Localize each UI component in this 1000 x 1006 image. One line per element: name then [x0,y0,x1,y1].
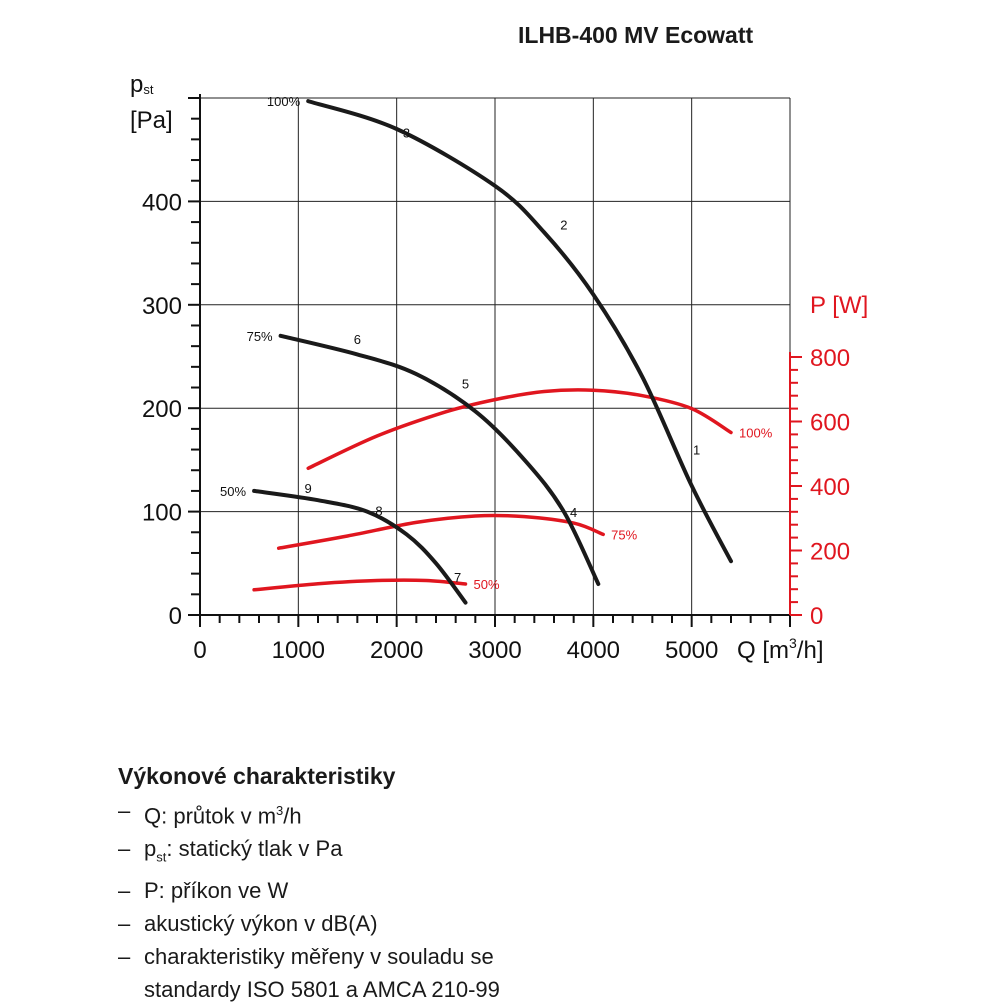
list-dash: – [118,836,131,862]
description-text: st [156,849,167,865]
x-axis: 0 1000 2000 3000 4000 5000 Q [m3/h] [193,614,823,664]
description-item: standardy ISO 5801 a AMCA 210-99 [118,973,500,1006]
left-tick-label: 0 [169,603,182,630]
operating-point-markers: 1 2 3 4 5 6 7 8 9 [305,125,701,585]
operating-point-label: 3 [403,125,410,140]
right-tick-label: 800 [810,345,850,372]
power-curve-100 [306,388,733,471]
left-tick-label: 300 [142,293,182,320]
list-dash: – [118,877,131,903]
x-tick-label: 2000 [370,637,423,664]
right-tick-label: 200 [810,539,850,566]
list-dash: – [118,798,131,823]
x-tick-label: 4000 [567,637,620,664]
grid [199,97,791,616]
description-list: – Q: průtok v m3/h – pst: statický tlak v P… [118,794,500,1006]
description-text: charakteristiky měřeny v souladu se [144,943,494,969]
description-text: akustický výkon v dB(A) [144,910,378,936]
operating-point-label: 8 [375,504,382,519]
list-dash: – [118,910,131,936]
x-axis-label: Q [m3/h] [737,635,823,664]
description-text: P: příkon ve W [144,877,289,903]
power-curve-75 [276,513,605,550]
description-item: – akustický výkon v dB(A) [118,907,500,940]
right-tick-label: 600 [810,410,850,437]
right-tick-label: 0 [810,603,823,630]
x-tick-label: 1000 [272,637,325,664]
description-block: Výkonové charakteristiky – Q: průtok v m3… [118,758,500,1006]
description-text: standardy ISO 5801 a AMCA 210-99 [144,976,500,1002]
operating-point-label: 7 [454,570,461,585]
pressure-series-group: 100% 75% 50% [220,94,733,605]
description-item: – Q: průtok v m3/h [118,794,500,832]
description-item: – charakteristiky měřeny v souladu se [118,940,500,973]
pressure-curve-50 [252,488,468,605]
description-text: : statický tlak v Pa [166,836,343,862]
description-item: – P: příkon ve W [118,874,500,907]
chart-title: ILHB-400 MV Ecowatt [518,22,754,48]
pressure-curve-100 [306,99,733,564]
x-tick-label: 3000 [468,637,521,664]
pressure-curve-label: 100% [267,94,301,109]
description-text: Q: průtok v m [144,803,277,829]
power-curve-label: 100% [739,425,773,440]
x-tick-label: 0 [193,637,206,664]
right-axis: 0 200 400 600 800 P [W] [789,292,868,630]
operating-point-label: 9 [305,481,312,496]
description-text: 3 [276,803,284,818]
right-tick-label: 400 [810,474,850,501]
power-series-group: 100% 75% 50% [252,388,773,592]
pressure-curve-label: 50% [220,484,246,499]
left-tick-label: 100 [142,500,182,527]
left-axis-unit: [Pa] [130,107,173,134]
operating-point-label: 1 [693,443,700,458]
left-axis: 0 100 200 300 400 pst [Pa] [130,71,201,630]
description-text: /h [283,803,302,829]
right-axis-label: P [W] [810,292,868,319]
pressure-curve-label: 75% [247,329,273,344]
power-curve-label: 50% [474,577,500,592]
left-tick-label: 400 [142,189,182,216]
left-tick-label: 200 [142,396,182,423]
description-heading: Výkonové charakteristiky [118,763,396,789]
operating-point-label: 2 [560,217,567,232]
list-dash: – [118,943,131,969]
operating-point-label: 5 [462,377,469,392]
description-text: p [144,836,157,862]
operating-point-label: 6 [354,332,361,347]
left-axis-label: pst [130,71,154,98]
x-tick-label: 5000 [665,637,718,664]
power-curve-50 [252,578,468,592]
operating-point-label: 4 [570,505,577,520]
power-curve-label: 75% [611,527,637,542]
description-item: – pst: statický tlak v Pa [118,832,500,873]
pressure-curve-75 [278,333,601,586]
